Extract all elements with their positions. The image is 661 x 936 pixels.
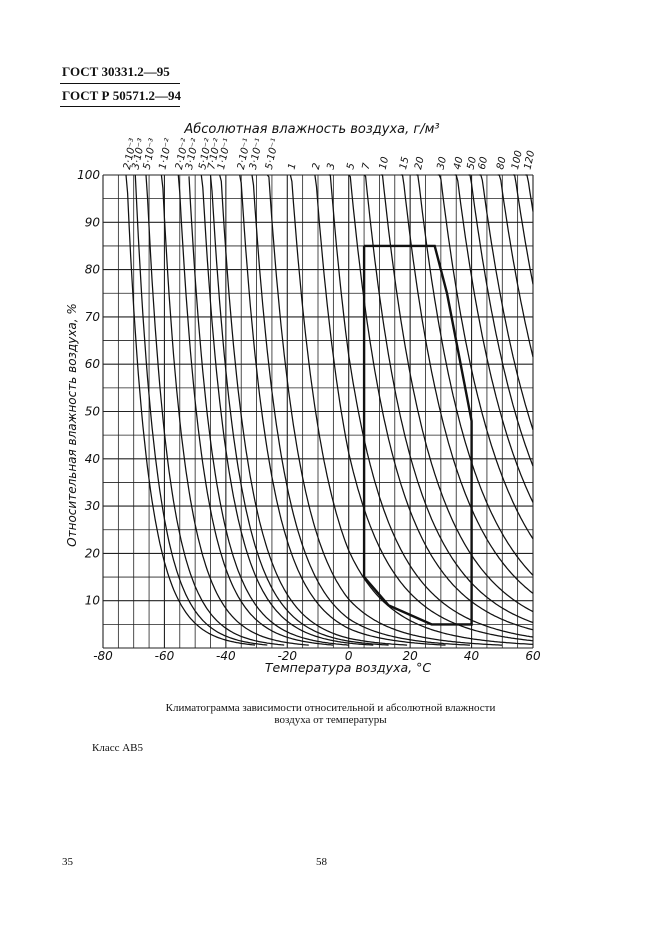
isoline-1·10⁻¹ [219,174,408,646]
isoline-label-50: 50 [466,156,479,171]
isoline-40 [454,174,534,503]
figure-caption-line-2: воздуха от температуры [274,714,387,726]
isoline-label-80: 80 [495,156,508,171]
isoline-60 [479,174,534,430]
x-tick-label: 0 [345,649,353,663]
isoline-2·10⁻² [177,174,334,646]
isoline-label-2: 2 [311,162,323,171]
isoline-label-40: 40 [452,156,465,171]
y-axis-label: Относительная влажность воздуха, % [65,303,79,547]
climatogram-boundary [362,244,473,626]
x-tick-label: 40 [464,649,480,663]
y-tick-label: 50 [85,405,101,419]
isoline-20 [416,174,534,576]
climatogram-boundary-group [362,244,473,626]
isoline-80 [497,174,534,358]
isoline-30 [437,174,534,540]
y-tick-label: 60 [85,357,101,371]
isoline-label-30: 30 [436,156,449,171]
standard-number-2: ГОСТ Р 50571.2—94 [62,88,181,103]
y-tick-label: 20 [85,546,101,560]
y-tick-label: 80 [85,263,101,277]
climatogram-chart: -80 -60 -40 -20 0 20 40 60102030405060708090100… [65,122,541,675]
absolute-humidity-isolines [125,174,534,646]
page-number: 58 [316,856,327,868]
isoline-label-1: 1 [287,162,299,171]
y-tick-label: 10 [85,594,101,608]
isoline-label-120: 120 [523,150,538,171]
chart-title: Абсолютная влажность воздуха, г/м³ [183,122,439,137]
isoline-2·10⁻¹ [239,174,446,646]
isoline-label-10: 10 [378,156,391,171]
class-label: Класс АВ5 [92,742,144,754]
figure-caption-line-1: Климатограмма зависимости относительной … [165,702,496,714]
isoline-label-20: 20 [413,156,426,171]
isoline-label-1·10⁻²: 1·10⁻² [157,137,174,170]
y-tick-label: 40 [85,452,101,466]
isoline-5 [348,174,534,631]
isoline-1 [289,174,534,646]
isoline-2·10⁻³ [125,174,256,646]
isoline-2 [314,174,534,642]
x-tick-label: -20 [277,649,297,663]
y-tick-label: 100 [77,168,100,182]
isoline-15 [400,174,534,594]
isoline-5·10⁻² [200,174,374,646]
x-tick-label: -40 [216,649,236,663]
isoline-3 [328,174,534,638]
isoline-7·10⁻² [209,174,389,646]
isoline-5·10⁻¹ [266,174,503,646]
isoline-label-100: 100 [510,150,525,171]
isoline-10 [381,174,534,613]
x-tick-label: -80 [93,649,113,663]
y-tick-label: 90 [85,215,101,229]
isoline-label-60: 60 [477,156,490,171]
x-tick-label: 20 [403,649,419,663]
sheet-number: 35 [62,856,73,868]
isoline-120 [525,174,534,212]
chart-labels: -80 -60 -40 -20 0 20 40 60102030405060708090100… [77,137,541,663]
standard-number-1: ГОСТ 30331.2—95 [62,64,170,79]
isoline-label-5·10⁻¹: 5·10⁻¹ [264,137,281,170]
y-tick-label: 70 [85,310,101,324]
isoline-5·10⁻³ [145,174,285,646]
header-rule-2 [60,106,180,107]
isoline-100 [513,174,534,285]
isoline-7 [363,174,534,624]
header-rule-1 [60,83,180,84]
isoline-label-15: 15 [398,156,411,171]
isoline-1·10⁻² [160,174,309,646]
isoline-label-3: 3 [326,162,338,171]
chart-grid [102,174,534,649]
y-tick-label: 30 [85,499,101,513]
x-axis-label: Температура воздуха, °С [265,660,431,675]
isoline-label-7: 7 [361,161,373,170]
x-tick-label: 60 [525,649,541,663]
x-tick-label: -60 [155,649,175,663]
isoline-3·10⁻³ [134,174,268,646]
isoline-3·10⁻² [188,176,349,646]
isoline-label-5: 5 [345,162,357,171]
isoline-50 [468,174,534,467]
isoline-3·10⁻¹ [251,174,470,646]
